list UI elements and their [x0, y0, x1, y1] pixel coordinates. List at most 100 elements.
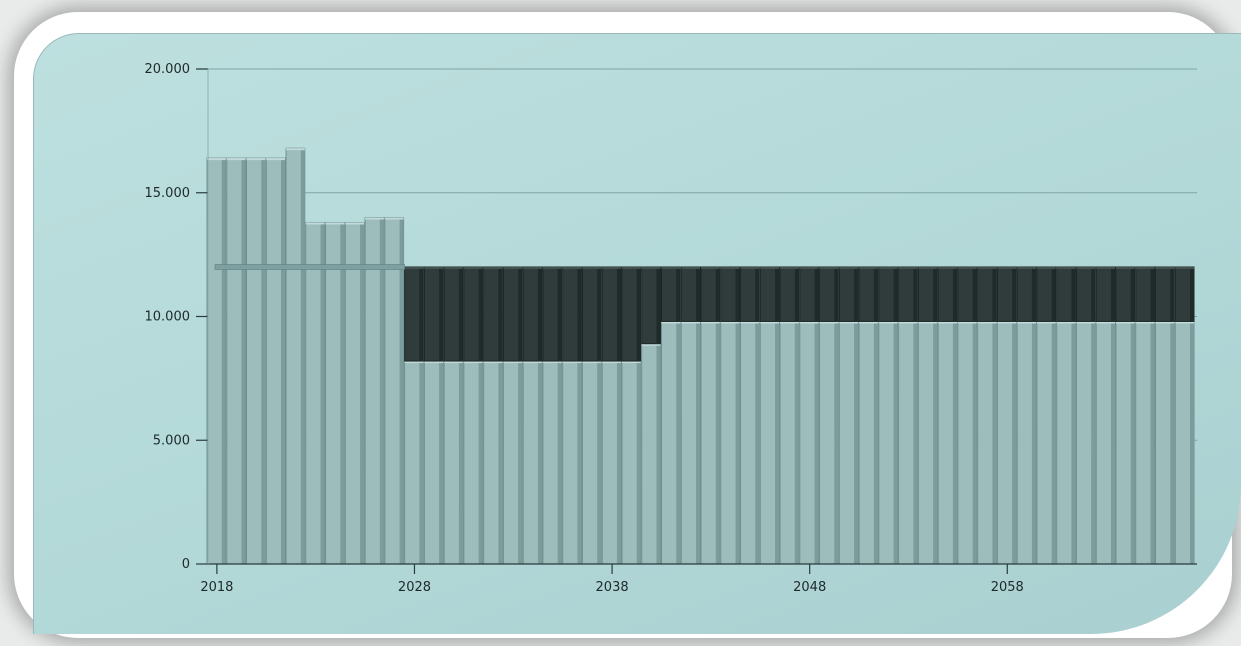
bar-top	[602, 361, 621, 364]
bar	[878, 320, 899, 565]
bar-top	[542, 267, 562, 269]
bar-side	[715, 267, 720, 322]
bar	[404, 266, 424, 362]
bar	[1075, 266, 1096, 322]
bar-side	[1130, 267, 1135, 322]
bar-side	[498, 267, 503, 362]
bar-side	[656, 267, 661, 344]
bar-chart: 0 5.000 10.000 15.000 20.000 2018 2028 2038 2048…	[145, 62, 1197, 595]
bar-side	[873, 321, 878, 564]
bar	[364, 217, 385, 565]
bar	[1075, 320, 1096, 565]
bar	[779, 266, 800, 322]
bar	[1036, 266, 1057, 322]
bar	[483, 266, 503, 362]
bar-top	[503, 361, 523, 364]
bar-side	[1110, 267, 1115, 322]
bar	[206, 157, 227, 565]
bar-top	[621, 361, 641, 364]
bar-side	[834, 267, 839, 322]
bar-side	[498, 361, 503, 564]
bar-top	[977, 267, 997, 269]
bar-top	[483, 361, 503, 364]
bar-side	[636, 267, 641, 362]
bar-top	[582, 361, 602, 364]
bar-top	[898, 267, 918, 269]
bar-side	[893, 321, 898, 564]
bar	[819, 266, 839, 322]
bar-top	[207, 158, 226, 161]
y-tick-label: 10.000	[145, 310, 191, 325]
bar-side	[360, 222, 365, 564]
bar-top	[365, 217, 384, 220]
bar-top	[780, 267, 799, 269]
bar-side	[972, 321, 977, 564]
bar	[1016, 266, 1037, 322]
bar	[1115, 266, 1136, 322]
bar-side	[775, 321, 780, 564]
bar-top	[720, 321, 740, 324]
bar-top	[1135, 321, 1155, 324]
bar	[581, 360, 602, 565]
bar	[502, 266, 523, 362]
bar-top	[463, 361, 483, 364]
bar-side	[557, 361, 562, 564]
bar-side	[972, 267, 977, 322]
bar	[799, 266, 820, 322]
bar-side	[735, 321, 740, 564]
bar	[720, 320, 741, 565]
bar-side	[854, 321, 859, 564]
bar	[1056, 320, 1076, 565]
bar	[601, 266, 622, 362]
bar-top	[1096, 267, 1115, 269]
bar-side	[1091, 321, 1096, 564]
bar	[838, 266, 859, 322]
bar	[502, 360, 523, 565]
bar-side	[557, 267, 562, 362]
bar-side	[597, 267, 602, 362]
bar-side	[676, 267, 681, 322]
bar-top	[444, 267, 463, 269]
bar-side	[1170, 321, 1175, 564]
bar-side	[1170, 267, 1175, 322]
bar-side	[478, 267, 483, 362]
bar-side	[261, 158, 266, 564]
bar-top	[661, 321, 681, 324]
bar-side	[340, 222, 345, 564]
bar-top	[799, 321, 819, 324]
bar	[1095, 320, 1116, 565]
bar-side	[1110, 321, 1115, 564]
bar-top	[977, 321, 997, 324]
bar-top	[325, 222, 345, 225]
bar	[443, 360, 464, 565]
bar-side	[893, 267, 898, 322]
bar	[799, 320, 820, 565]
y-tick-label: 20.000	[145, 62, 191, 77]
bar-top	[938, 267, 957, 269]
bar	[463, 360, 484, 565]
bar-side	[1190, 267, 1194, 322]
bar-side	[616, 267, 621, 362]
bar-top	[819, 267, 839, 269]
bar-top	[1155, 321, 1175, 324]
bar-top	[859, 321, 878, 324]
bar	[858, 320, 879, 565]
bar-top	[740, 321, 760, 324]
bar-side	[300, 148, 305, 564]
bar-side	[933, 267, 938, 322]
bar-top	[562, 267, 582, 269]
bar-top	[1017, 321, 1036, 324]
bar	[1174, 320, 1195, 565]
bar	[898, 266, 918, 322]
bar-side	[794, 321, 799, 564]
bar-side	[221, 158, 226, 564]
bar-top	[1017, 267, 1036, 269]
bar	[1115, 320, 1136, 565]
bar	[660, 266, 681, 322]
bar-top	[602, 267, 621, 269]
bar-side	[696, 321, 700, 564]
bar-top	[1115, 321, 1135, 324]
bar-side	[735, 267, 740, 322]
bar-top	[582, 267, 602, 269]
bar	[779, 320, 800, 565]
